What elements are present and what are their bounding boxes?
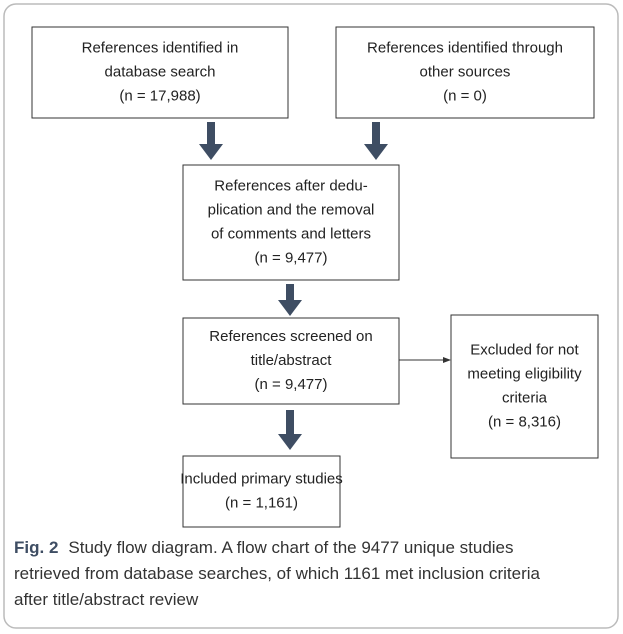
node-label: title/abstract [251, 352, 333, 369]
arrow [278, 284, 302, 316]
node: Excluded for not meeting eligibility crite… [450, 314, 599, 459]
node-label: other sources [420, 63, 511, 80]
node-label: Excluded for not [470, 341, 579, 358]
thick-arrows [199, 122, 388, 450]
node: Included primary studies (n = 1,161) [180, 455, 343, 528]
node-label: Included primary studies [180, 470, 343, 487]
node: References screened on title/abstract (n =… [182, 317, 400, 405]
node-label: (n = 9,477) [255, 249, 328, 266]
arrow [364, 122, 388, 160]
node-box [450, 314, 599, 459]
figure-frame [3, 3, 619, 629]
node-box [182, 455, 341, 528]
arrow [199, 122, 223, 160]
caption-label: Fig. 2 [14, 538, 58, 557]
caption-text: after title/abstract review [14, 590, 199, 609]
node-label: References after dedu- [214, 177, 367, 194]
node-box [31, 26, 289, 119]
node: References after dedu-plication and the … [182, 164, 400, 281]
node-label: References identified through [367, 39, 563, 56]
node: References identified through other sourc… [335, 26, 595, 119]
node-label: (n = 17,988) [119, 87, 200, 104]
node-label: plication and the removal [208, 201, 375, 218]
caption-text: Study flow diagram. A flow chart of the … [68, 538, 513, 557]
node-label: criteria [502, 389, 548, 406]
nodes: References identified in database search (… [31, 26, 599, 528]
node-label: References identified in [82, 39, 239, 56]
node-label: of comments and letters [211, 225, 371, 242]
node-label: meeting eligibility [467, 365, 582, 382]
caption: Fig. 2 Study flow diagram. A flow chart o… [14, 538, 541, 609]
node-label: (n = 8,316) [488, 413, 561, 430]
node-box [182, 317, 400, 405]
caption-text: retrieved from database searches, of whi… [14, 564, 541, 583]
arrow [278, 410, 302, 450]
node-label: (n = 0) [443, 87, 487, 104]
node-box [182, 164, 400, 281]
node: References identified in database search (… [31, 26, 289, 119]
node-label: (n = 9,477) [255, 376, 328, 393]
node-label: References screened on [209, 328, 372, 345]
node-label: (n = 1,161) [225, 494, 298, 511]
node-label: database search [105, 63, 216, 80]
node-box [335, 26, 595, 119]
